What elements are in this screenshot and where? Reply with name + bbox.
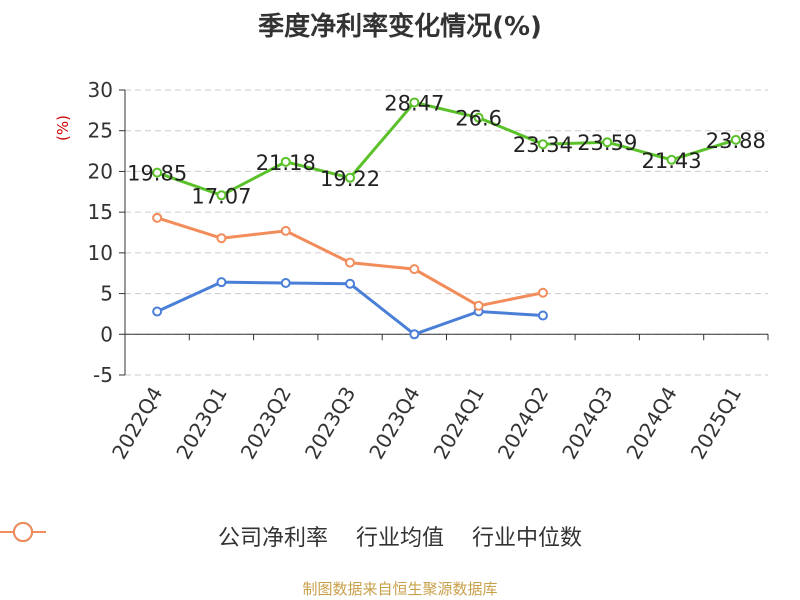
source-note: 制图数据来自恒生聚源数据库 [302, 580, 498, 598]
y-tick-label: 20 [88, 159, 113, 183]
data-point [280, 156, 291, 167]
y-axis-label: (%) [54, 115, 72, 141]
legend-label: 公司净利率 [217, 526, 328, 551]
data-label: 23.34 [513, 133, 573, 157]
x-tick-label: 2024Q3 [557, 383, 617, 464]
y-tick-label: 5 [100, 282, 113, 306]
data-point [409, 264, 420, 275]
series-line [156, 280, 544, 336]
data-point [473, 112, 484, 123]
data-point [345, 278, 356, 289]
data-label: 26.6 [455, 107, 502, 131]
legend-marker-icon [0, 522, 46, 542]
data-point [409, 97, 420, 108]
data-point [216, 190, 227, 201]
x-tick-label: 2023Q3 [300, 383, 360, 464]
x-tick-label: 2024Q2 [493, 383, 553, 464]
data-label: 21.43 [641, 149, 701, 173]
data-point [152, 306, 163, 317]
legend-label: 行业均值 [355, 526, 444, 551]
x-tick-label: 2023Q2 [236, 383, 296, 464]
series-line [156, 100, 737, 197]
data-point [666, 154, 677, 165]
data-point [280, 225, 291, 236]
data-label: 19.22 [320, 167, 380, 191]
data-label: 23.88 [706, 129, 766, 153]
x-tick-label: 2025Q1 [686, 383, 746, 464]
data-point [602, 137, 613, 148]
y-tick-label: 15 [88, 200, 113, 224]
x-tick-label: 2024Q4 [621, 383, 681, 464]
x-tick-label: 2023Q4 [364, 383, 424, 464]
data-point [730, 134, 741, 145]
data-label: 19.85 [127, 162, 187, 186]
data-point [537, 310, 548, 321]
x-tick-label: 2022Q4 [107, 383, 167, 464]
y-tick-label: 25 [88, 119, 113, 143]
data-label: 21.18 [256, 151, 316, 175]
legend-item[interactable]: 公司净利率 [0, 520, 328, 552]
legend-item[interactable]: 行业中位数 [0, 520, 583, 552]
data-label: 23.59 [577, 131, 637, 155]
data-point [345, 257, 356, 268]
data-point [152, 167, 163, 178]
legend-label: 行业中位数 [472, 526, 583, 551]
data-point [280, 277, 291, 288]
data-point [537, 139, 548, 150]
y-tick-label: 0 [100, 322, 113, 346]
data-label: 17.07 [191, 184, 251, 208]
data-point [345, 172, 356, 183]
data-point [537, 287, 548, 298]
x-tick-label: 2023Q1 [171, 383, 231, 464]
legend-item[interactable]: 行业均值 [0, 520, 444, 552]
data-point [409, 329, 420, 340]
data-point [473, 300, 484, 311]
y-tick-label: 30 [88, 78, 113, 102]
y-tick-label: 10 [88, 241, 113, 265]
data-point [216, 233, 227, 244]
data-point [152, 212, 163, 223]
chart-title: 季度净利率变化情况(%) [258, 12, 542, 42]
y-tick-label: -5 [93, 363, 113, 387]
data-label: 28.47 [384, 91, 444, 115]
data-point [216, 277, 227, 288]
x-tick-label: 2024Q1 [429, 383, 489, 464]
legend: 公司净利率 行业均值 行业中位数 [0, 520, 800, 552]
